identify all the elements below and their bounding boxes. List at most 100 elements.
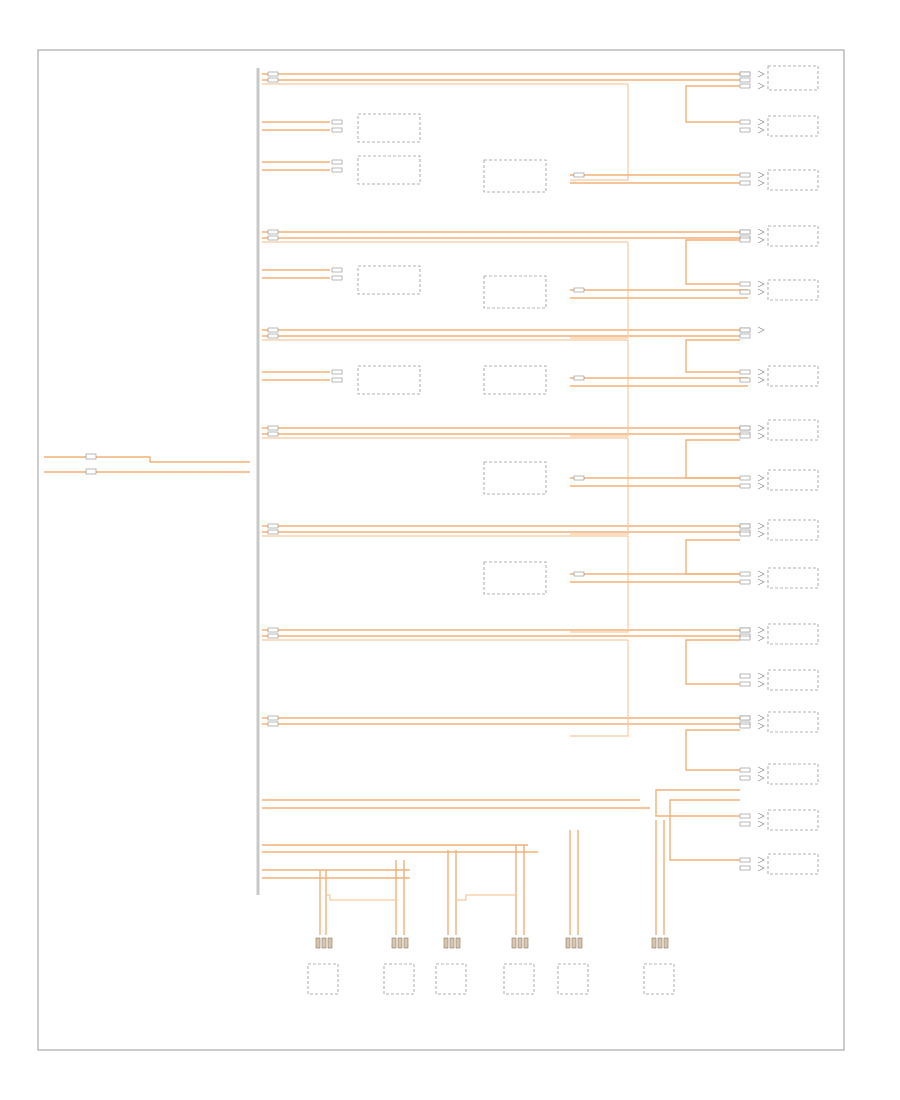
wire-tag [739, 865, 751, 871]
connector-pin [757, 179, 765, 187]
connector-pin [757, 118, 765, 126]
wire-tag [331, 119, 343, 125]
connector-pin [757, 236, 765, 244]
module-box [483, 461, 547, 495]
bottom-module-box [643, 963, 675, 995]
connector-pin [757, 70, 765, 78]
jumper-wire [326, 894, 396, 901]
bottom-connector [443, 937, 449, 949]
module-box [357, 265, 421, 295]
wire-tag [739, 71, 751, 77]
bottom-drops [262, 799, 665, 935]
bottom-connector [651, 937, 657, 949]
bottom-connector [577, 937, 583, 949]
connector-pin [757, 680, 765, 688]
bottom-connector [511, 937, 517, 949]
connector-pin [757, 722, 765, 730]
wire-tag [739, 723, 751, 729]
wire-tag [739, 821, 751, 827]
wire-tag [573, 375, 585, 381]
connector-pin [757, 820, 765, 828]
connector-pin [757, 766, 765, 774]
wire-tag [267, 715, 279, 721]
wire-tag [739, 172, 751, 178]
loop-wire [685, 339, 740, 373]
connector-pin [757, 522, 765, 530]
connector-pin [757, 856, 765, 864]
connector-pin [757, 424, 765, 432]
module-box [767, 763, 819, 785]
wire-tag [739, 715, 751, 721]
loop-wire [655, 789, 740, 817]
connector-pin [757, 634, 765, 642]
bottom-connector [397, 937, 403, 949]
wire-tag [331, 167, 343, 173]
wire-tag [739, 523, 751, 529]
connector-pin [757, 280, 765, 288]
loop-wire [685, 439, 740, 479]
secondary-wire [570, 84, 629, 181]
wire-tag [739, 180, 751, 186]
bottom-module-box [557, 963, 589, 995]
bottom-module-box [503, 963, 535, 995]
input-feeds [44, 453, 250, 475]
module-boxes [357, 65, 819, 875]
connector-pin [757, 812, 765, 820]
bottom-connector [517, 937, 523, 949]
wire-tag [739, 369, 751, 375]
module-box [483, 159, 547, 193]
bottom-connector [315, 937, 321, 949]
right-connectors [655, 70, 765, 872]
module-box [767, 169, 819, 191]
module-box [357, 155, 421, 185]
secondary-wire [570, 438, 629, 535]
wire-tag [267, 523, 279, 529]
connector-pin [757, 82, 765, 90]
connector-pin [757, 774, 765, 782]
module-box [767, 853, 819, 875]
module-box [483, 275, 547, 309]
wire-tag [331, 159, 343, 165]
connector-pin [757, 570, 765, 578]
wire-tag [573, 287, 585, 293]
wire-tag [739, 571, 751, 577]
bottom-module-box [307, 963, 339, 995]
bottom-connectors [307, 937, 675, 995]
connector-pin [757, 578, 765, 586]
bottom-connector [449, 937, 455, 949]
wire-tag [267, 71, 279, 77]
wire-tag [573, 172, 585, 178]
bottom-connector [321, 937, 327, 949]
module-box [767, 469, 819, 491]
wire-tag [739, 579, 751, 585]
bottom-connector [327, 937, 333, 949]
connector-pin [757, 432, 765, 440]
wire-tag [267, 425, 279, 431]
wire-tag [331, 267, 343, 273]
module-box [767, 711, 819, 733]
wire-tag [267, 77, 279, 83]
connector-pin [757, 228, 765, 236]
wire-tag [573, 571, 585, 577]
module-box [767, 419, 819, 441]
loop-wire [669, 799, 740, 861]
bottom-connector [571, 937, 577, 949]
connector-pin [757, 474, 765, 482]
connector-pin [757, 672, 765, 680]
connector-pin [757, 530, 765, 538]
wire-tag [267, 327, 279, 333]
connector-pin [757, 482, 765, 490]
bottom-module-box [435, 963, 467, 995]
wire-tag [267, 235, 279, 241]
module-box [483, 365, 547, 395]
wire-tag [267, 529, 279, 535]
wire-tag [739, 433, 751, 439]
diagram-frame [37, 49, 845, 1051]
wire-tag [739, 681, 751, 687]
module-box [767, 809, 819, 831]
wire-tag [739, 237, 751, 243]
secondary-wire [570, 242, 629, 339]
wire-tag [739, 775, 751, 781]
wire-tag [267, 229, 279, 235]
